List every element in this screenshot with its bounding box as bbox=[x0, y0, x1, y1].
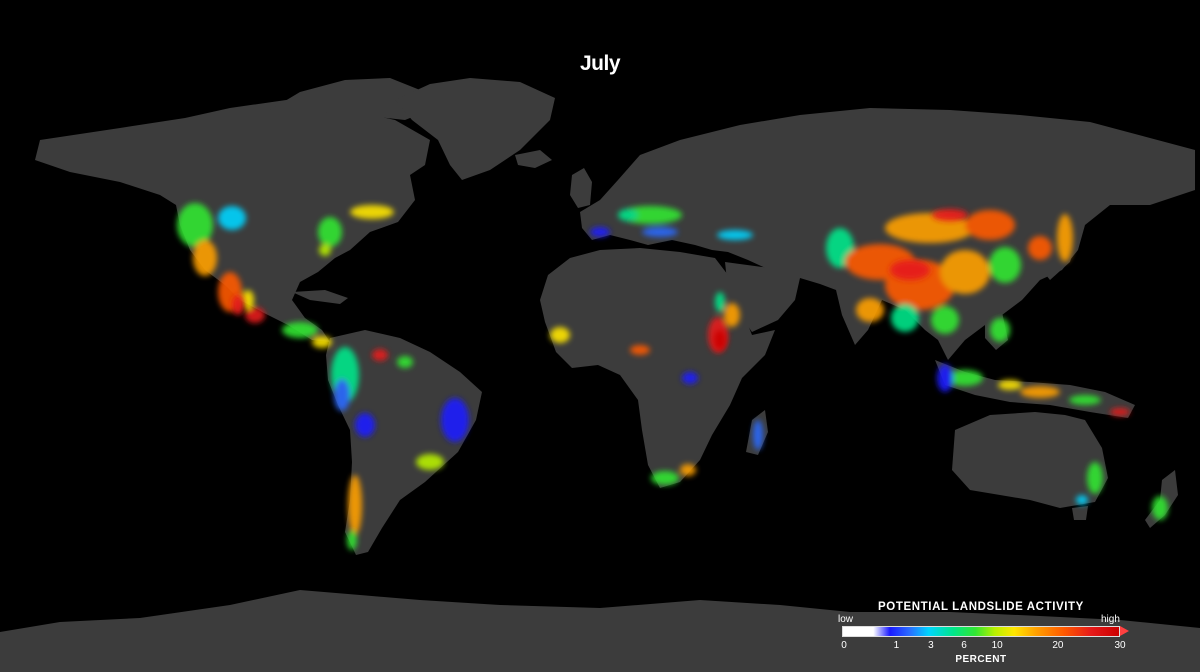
legend-color-bar bbox=[842, 626, 1120, 637]
legend-arrow-icon bbox=[1120, 626, 1129, 636]
landmass-british-isles bbox=[570, 168, 592, 208]
legend-unit: PERCENT bbox=[955, 654, 1007, 665]
legend-tick: 30 bbox=[1114, 640, 1126, 651]
landmass-arctic-archipelago bbox=[270, 78, 430, 120]
landmass-australia bbox=[952, 412, 1108, 508]
legend-tick: 10 bbox=[991, 640, 1003, 651]
landmass-antarctica bbox=[0, 590, 1200, 672]
legend-tick: 6 bbox=[961, 640, 967, 651]
legend: POTENTIAL LANDSLIDE ACTIVITY low high 0 … bbox=[836, 598, 1136, 670]
legend-ticks: 0 1 3 6 10 20 30 bbox=[836, 640, 1136, 654]
landmass-south-america bbox=[326, 330, 482, 555]
legend-tick: 0 bbox=[841, 640, 847, 651]
landslide-activity-hotspots bbox=[232, 209, 968, 350]
landmass-greenland bbox=[395, 78, 555, 180]
legend-title: POTENTIAL LANDSLIDE ACTIVITY bbox=[878, 601, 1084, 613]
map-title: July bbox=[579, 52, 621, 75]
landmass-eurasia bbox=[580, 108, 1195, 360]
legend-tick: 1 bbox=[893, 640, 900, 651]
landmass-tasmania bbox=[1072, 506, 1088, 520]
legend-high-label: high bbox=[1101, 614, 1120, 625]
landslide-activity-overlay bbox=[177, 203, 1168, 550]
legend-tick: 20 bbox=[1052, 640, 1064, 651]
landmass-caribbean bbox=[292, 290, 348, 304]
legend-tick: 3 bbox=[928, 640, 934, 651]
landmass-iceland bbox=[515, 150, 552, 168]
legend-low-label: low bbox=[838, 614, 854, 625]
